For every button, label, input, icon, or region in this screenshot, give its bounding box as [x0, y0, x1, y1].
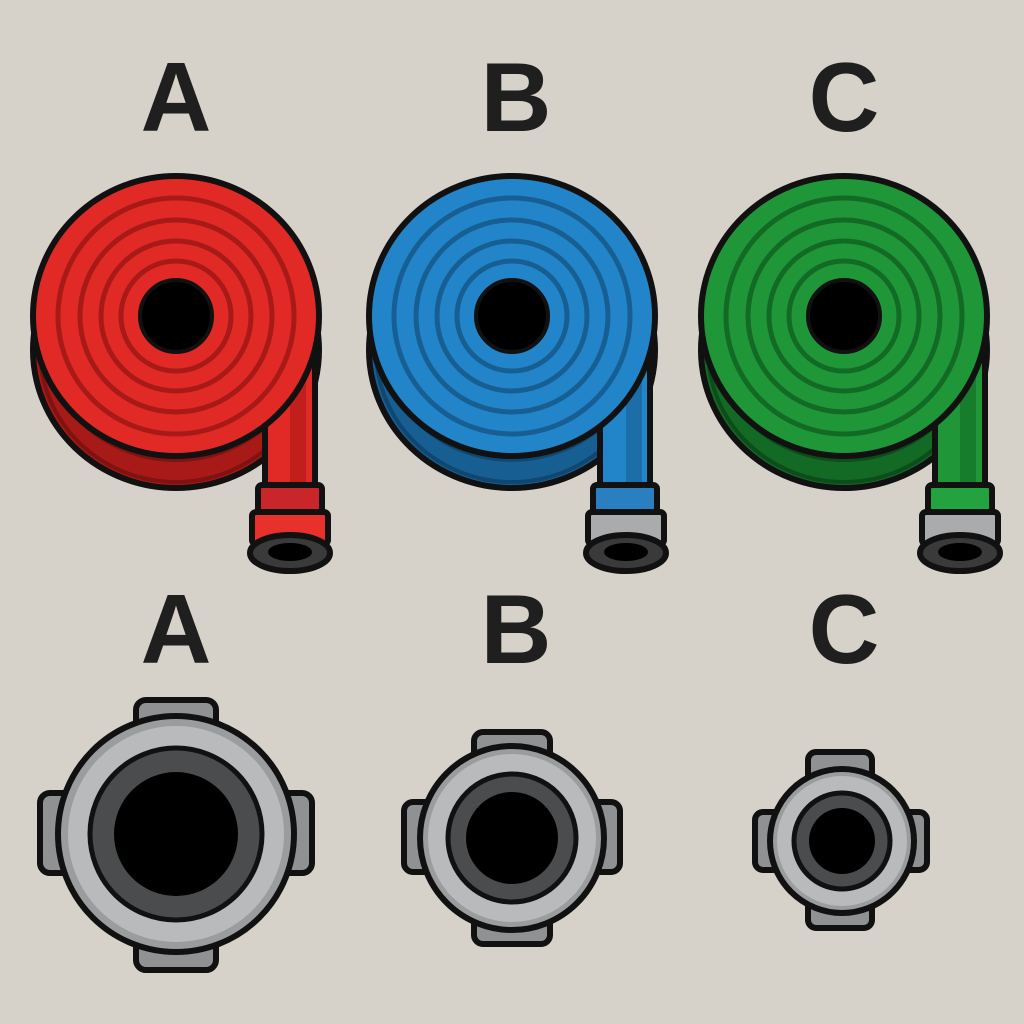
coupling-label-c: C	[808, 574, 880, 684]
coupling-c	[752, 749, 930, 931]
coupling-b	[401, 729, 623, 947]
coupling-label-a: A	[140, 574, 212, 684]
hose-reel-c	[698, 173, 1003, 574]
coupling-a	[37, 697, 315, 973]
hose-reel-b	[366, 173, 669, 574]
hose-label-c: C	[808, 42, 880, 152]
hose-label-a: A	[140, 42, 212, 152]
hose-label-b: B	[480, 42, 552, 152]
coupling-label-b: B	[480, 574, 552, 684]
hose-reel-a	[30, 173, 333, 574]
